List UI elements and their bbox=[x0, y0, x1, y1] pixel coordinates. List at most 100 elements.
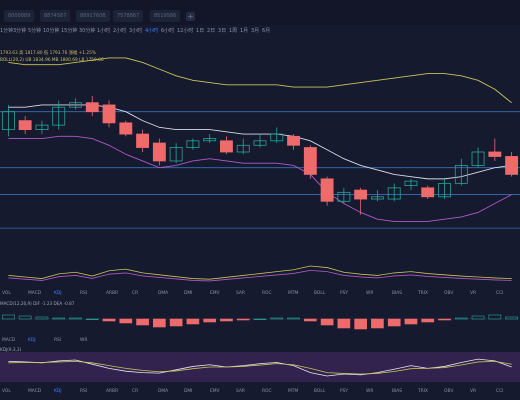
interval-option-active[interactable]: 4小时 bbox=[145, 28, 159, 34]
candle-down bbox=[303, 147, 317, 175]
indicator-tab-cr[interactable]: CR bbox=[132, 389, 139, 394]
interval-option[interactable]: 30分钟 bbox=[79, 28, 96, 34]
candle-down bbox=[488, 151, 502, 157]
indicator-tabs-2: MACD KDJ RSI WR bbox=[0, 337, 520, 347]
macd-bar bbox=[387, 318, 401, 327]
indicator-tab-macd[interactable]: MACD bbox=[2, 338, 16, 343]
indicator-tab-trix[interactable]: TRIX bbox=[418, 389, 429, 394]
indicator-tab-mtm[interactable]: MTM bbox=[288, 291, 299, 296]
macd-bar bbox=[2, 314, 15, 320]
macd-bar bbox=[186, 318, 200, 325]
macd-title: MACD(12,26,9) DIF -1.23 DEA -0.87 bbox=[0, 301, 75, 306]
candle-down bbox=[505, 156, 519, 175]
price-chart[interactable] bbox=[0, 40, 520, 280]
candle-up bbox=[1, 111, 15, 131]
interval-option[interactable]: 6小时 bbox=[161, 28, 175, 34]
indicator-tab-wr[interactable]: WR bbox=[80, 338, 88, 343]
candle-up bbox=[52, 106, 66, 126]
interval-option[interactable]: 6月 bbox=[262, 28, 271, 34]
symbol-tab-1[interactable]: 8000889 bbox=[4, 10, 35, 22]
interval-option[interactable]: 3分钟 bbox=[13, 28, 27, 34]
interval-option[interactable]: 3日 bbox=[218, 28, 227, 34]
indicator-tab-boll[interactable]: BOLL bbox=[314, 389, 326, 394]
candle-down bbox=[136, 133, 150, 148]
macd-bar bbox=[287, 317, 300, 320]
indicator-tab-vol[interactable]: VOL bbox=[2, 389, 11, 394]
add-tab-button[interactable]: + bbox=[186, 12, 195, 21]
indicator-tab-cr[interactable]: CR bbox=[132, 291, 139, 296]
candle-down bbox=[354, 189, 368, 200]
macd-bar bbox=[371, 318, 384, 329]
ohlc-info: 1793.63 高 1817.80 低 1793.76 涨幅 +1.25% bbox=[0, 51, 96, 56]
candle-down bbox=[152, 142, 166, 162]
boll-info: BOLL(20,2) UB 1834.96 MB 1800.69 LB 1759… bbox=[0, 58, 104, 63]
indicator-tab-dma[interactable]: DMA bbox=[158, 291, 169, 296]
interval-option[interactable]: 3月 bbox=[251, 28, 260, 34]
indicator-tab-rsi[interactable]: RSI bbox=[80, 389, 88, 394]
macd-bar bbox=[52, 317, 66, 320]
macd-bar bbox=[69, 317, 82, 320]
indicator-tab-sar[interactable]: SAR bbox=[236, 291, 245, 296]
indicator-tab-wr[interactable]: WR bbox=[366, 291, 374, 296]
indicator-tab-dmi[interactable]: DMI bbox=[184, 389, 193, 394]
indicator-tab-bias[interactable]: BIAS bbox=[392, 389, 403, 394]
indicator-tab-obv[interactable]: OBV bbox=[444, 291, 454, 296]
interval-option[interactable]: 1小时 bbox=[97, 28, 111, 34]
interval-option[interactable]: 12小时 bbox=[177, 28, 194, 34]
indicator-tab-arbr[interactable]: ARBR bbox=[106, 291, 119, 296]
indicator-tab-cci[interactable]: CCI bbox=[496, 389, 504, 394]
indicator-tab-kdj[interactable]: KDJ bbox=[54, 291, 62, 296]
boll-upper-line bbox=[8, 57, 512, 104]
indicator-tab-emv[interactable]: EMV bbox=[210, 389, 220, 394]
indicator-tab-roc[interactable]: ROC bbox=[262, 291, 272, 296]
indicator-tab-bias[interactable]: BIAS bbox=[392, 291, 403, 296]
candle-up bbox=[471, 151, 485, 166]
indicator-tab-emv[interactable]: EMV bbox=[210, 291, 220, 296]
indicator-tab-kdj[interactable]: KDJ bbox=[28, 338, 36, 343]
indicator-tab-arbr[interactable]: ARBR bbox=[106, 389, 119, 394]
interval-option[interactable]: 15分钟 bbox=[61, 28, 78, 34]
macd-bar bbox=[119, 318, 133, 324]
interval-option[interactable]: 2日 bbox=[207, 28, 216, 34]
indicator-tab-roc[interactable]: ROC bbox=[262, 389, 272, 394]
indicator-tab-rsi[interactable]: RSI bbox=[80, 291, 88, 296]
volume-chart bbox=[8, 265, 512, 282]
symbol-tab-2[interactable]: 8874587 bbox=[40, 10, 71, 22]
interval-option[interactable]: 1日 bbox=[196, 28, 205, 34]
interval-option[interactable]: 3小时 bbox=[129, 28, 143, 34]
indicator-tab-kdj[interactable]: KDJ bbox=[54, 389, 62, 394]
interval-option[interactable]: 1周 bbox=[229, 28, 238, 34]
interval-option[interactable]: 1月 bbox=[240, 28, 249, 34]
macd-panel bbox=[0, 308, 520, 330]
symbol-tab-3[interactable]: 8891760B bbox=[76, 10, 110, 22]
kdj-title: KDJ(9,3,3) bbox=[0, 347, 22, 352]
indicator-tab-rsi[interactable]: RSI bbox=[54, 338, 62, 343]
indicator-tab-psy[interactable]: PSY bbox=[340, 291, 349, 296]
candle-down bbox=[119, 122, 133, 135]
symbol-tab-5[interactable]: 8519586 bbox=[150, 10, 181, 22]
interval-option[interactable]: 10分钟 bbox=[43, 28, 60, 34]
interval-option[interactable]: 5分钟 bbox=[28, 28, 42, 34]
indicator-tab-obv[interactable]: OBV bbox=[444, 389, 454, 394]
macd-bar bbox=[488, 314, 502, 320]
indicator-tab-sar[interactable]: SAR bbox=[236, 389, 245, 394]
interval-option[interactable]: 1分钟 bbox=[0, 28, 14, 34]
symbol-tab-4[interactable]: 7578867 bbox=[113, 10, 144, 22]
indicator-tab-dmi[interactable]: DMI bbox=[184, 291, 193, 296]
indicator-tab-macd[interactable]: MACD bbox=[28, 389, 42, 394]
indicator-tab-vol[interactable]: VOL bbox=[2, 291, 11, 296]
indicator-tab-psy[interactable]: PSY bbox=[340, 389, 349, 394]
indicator-tab-vr[interactable]: VR bbox=[470, 291, 477, 296]
indicator-tab-trix[interactable]: TRIX bbox=[418, 291, 429, 296]
candle-up bbox=[186, 140, 200, 148]
indicator-tab-cci[interactable]: CCI bbox=[496, 291, 504, 296]
candle-down bbox=[320, 178, 334, 202]
indicator-tab-boll[interactable]: BOLL bbox=[314, 291, 326, 296]
indicator-tab-mtm[interactable]: MTM bbox=[288, 389, 299, 394]
indicator-tab-macd[interactable]: MACD bbox=[28, 291, 42, 296]
indicator-tab-vr[interactable]: VR bbox=[470, 389, 477, 394]
indicator-tab-wr[interactable]: WR bbox=[366, 389, 374, 394]
candle-up bbox=[236, 144, 250, 153]
indicator-tab-dma[interactable]: DMA bbox=[158, 389, 169, 394]
interval-option[interactable]: 2小时 bbox=[113, 28, 127, 34]
